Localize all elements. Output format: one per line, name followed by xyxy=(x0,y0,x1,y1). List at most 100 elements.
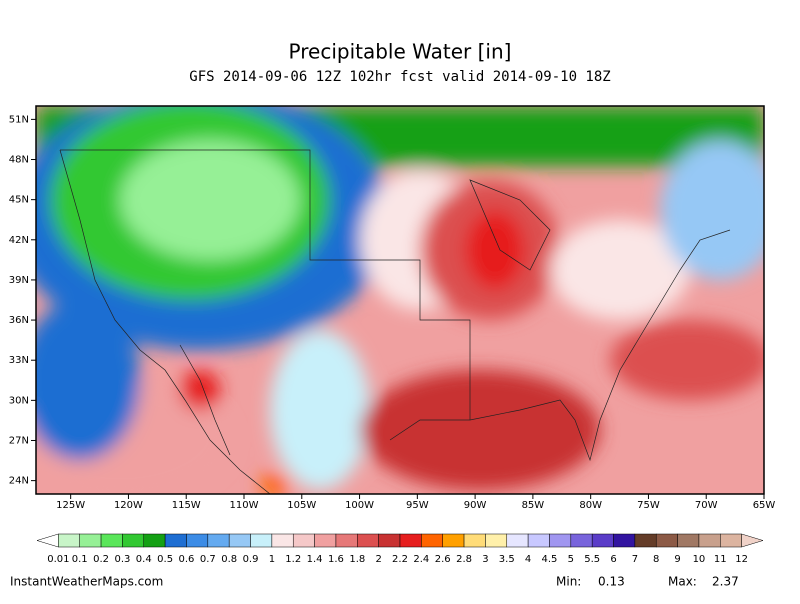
lon-tick-label: 125W xyxy=(56,500,85,511)
colorbar-cap xyxy=(36,533,59,548)
lon-tick-label: 100W xyxy=(345,500,374,511)
colorbar-label: 0.7 xyxy=(200,554,216,565)
colorbar-box xyxy=(79,533,102,548)
colorbar-label: 4.5 xyxy=(542,554,558,565)
colorbar-label: 0.5 xyxy=(157,554,173,565)
lon-tick-label: 75W xyxy=(637,500,660,511)
colorbar-label: 0.3 xyxy=(114,554,130,565)
lat-tick-label: 30N xyxy=(9,395,29,406)
max-label: Max: xyxy=(668,575,697,589)
lat-tick-label: 45N xyxy=(9,195,29,206)
lat-tick-label: 39N xyxy=(9,275,29,286)
colorbar-box xyxy=(549,533,572,548)
lon-tick-label: 70W xyxy=(695,500,718,511)
colorbar-box xyxy=(399,533,422,548)
lat-tick-label: 36N xyxy=(9,315,29,326)
lon-tick-label: 65W xyxy=(753,500,776,511)
lat-tick-label: 51N xyxy=(9,114,29,125)
map-title: Precipitable Water [in] xyxy=(289,40,512,64)
colorbar-label: 5 xyxy=(568,554,574,565)
colorbar-box xyxy=(228,533,251,548)
min-value: 0.13 xyxy=(598,575,625,589)
lon-tick-label: 85W xyxy=(522,500,545,511)
max-value: 2.37 xyxy=(712,575,739,589)
colorbar-box xyxy=(677,533,700,548)
colorbar-box xyxy=(250,533,273,548)
colorbar-label: 1.8 xyxy=(349,554,365,565)
colorbar-label: 3.5 xyxy=(499,554,515,565)
colorbar-label: 2.4 xyxy=(413,554,429,565)
lon-tick-label: 95W xyxy=(406,500,429,511)
colorbar-box xyxy=(271,533,294,548)
colorbar-label: 1 xyxy=(269,554,275,565)
colorbar-label: 9 xyxy=(674,554,680,565)
colorbar-box xyxy=(463,533,486,548)
colorbar-label: 4 xyxy=(525,554,531,565)
colorbar-box xyxy=(527,533,550,548)
colorbar-box xyxy=(357,533,379,548)
colorbar-box xyxy=(485,533,508,548)
colorbar-box xyxy=(378,533,401,548)
colorbar-box xyxy=(335,533,358,548)
colorbar-box xyxy=(613,533,636,548)
colorbar-label: 7 xyxy=(632,554,638,565)
colorbar-box xyxy=(591,533,614,548)
colorbar-label: 3 xyxy=(482,554,488,565)
colorbar-box xyxy=(207,533,230,548)
colorbar-label: 2 xyxy=(375,554,381,565)
colorbar-label: 2.8 xyxy=(456,554,472,565)
colorbar-box xyxy=(100,533,123,548)
colorbar-label: 0.4 xyxy=(136,554,152,565)
map-frame xyxy=(35,105,765,495)
colorbar-label: 5.5 xyxy=(584,554,600,565)
lon-tick-label: 105W xyxy=(287,500,316,511)
colorbar-box xyxy=(698,533,721,548)
colorbar-label: 1.2 xyxy=(285,554,301,565)
colorbar-label: 0.2 xyxy=(93,554,109,565)
colorbar-box xyxy=(570,533,593,548)
field xyxy=(36,106,764,494)
colorbar-box xyxy=(634,533,657,548)
colorbar-label: 12 xyxy=(735,554,748,565)
lat-tick-label: 24N xyxy=(9,476,29,487)
colorbar-label: 1.6 xyxy=(328,554,344,565)
lat-tick-label: 27N xyxy=(9,435,29,446)
colorbar-label: 2.6 xyxy=(435,554,451,565)
colorbar-box xyxy=(122,533,145,548)
colorbar-label: 2.2 xyxy=(392,554,408,565)
colorbar-box xyxy=(720,533,742,548)
lat-tick-label: 48N xyxy=(9,155,29,166)
colorbar-box xyxy=(506,533,529,548)
lat-tick-label: 42N xyxy=(9,235,29,246)
source: InstantWeatherMaps.com xyxy=(10,575,163,589)
colorbar-label: 0.9 xyxy=(243,554,259,565)
min-label: Min: xyxy=(556,575,581,589)
colorbar-label: 1.4 xyxy=(307,554,323,565)
colorbar-label: 6 xyxy=(610,554,616,565)
colorbar-label: 8 xyxy=(653,554,659,565)
colorbar-box xyxy=(164,533,187,548)
colorbar-label: 0.1 xyxy=(72,554,88,565)
lon-tick-label: 110W xyxy=(230,500,259,511)
lat-tick-label: 33N xyxy=(9,355,29,366)
colorbar-box xyxy=(58,533,80,548)
lon-tick-label: 80W xyxy=(579,500,602,511)
lon-tick-label: 90W xyxy=(464,500,487,511)
colorbar-cap xyxy=(741,533,764,548)
colorbar-box xyxy=(292,533,315,548)
colorbar-box xyxy=(186,533,209,548)
colorbar-label: 0.6 xyxy=(179,554,195,565)
colorbar-box xyxy=(314,533,337,548)
colorbar-label: 0.01 xyxy=(47,554,69,565)
colorbar-label: 10 xyxy=(693,554,706,565)
map-subtitle: GFS 2014-09-06 12Z 102hr fcst valid 2014… xyxy=(189,69,610,85)
colorbar-box xyxy=(442,533,465,548)
colorbar-label: 0.8 xyxy=(221,554,237,565)
colorbar-box xyxy=(655,533,678,548)
colorbar-label: 11 xyxy=(714,554,727,565)
colorbar-box xyxy=(143,533,166,548)
lon-tick-label: 120W xyxy=(114,500,143,511)
colorbar-box xyxy=(421,533,443,548)
lon-tick-label: 115W xyxy=(172,500,201,511)
